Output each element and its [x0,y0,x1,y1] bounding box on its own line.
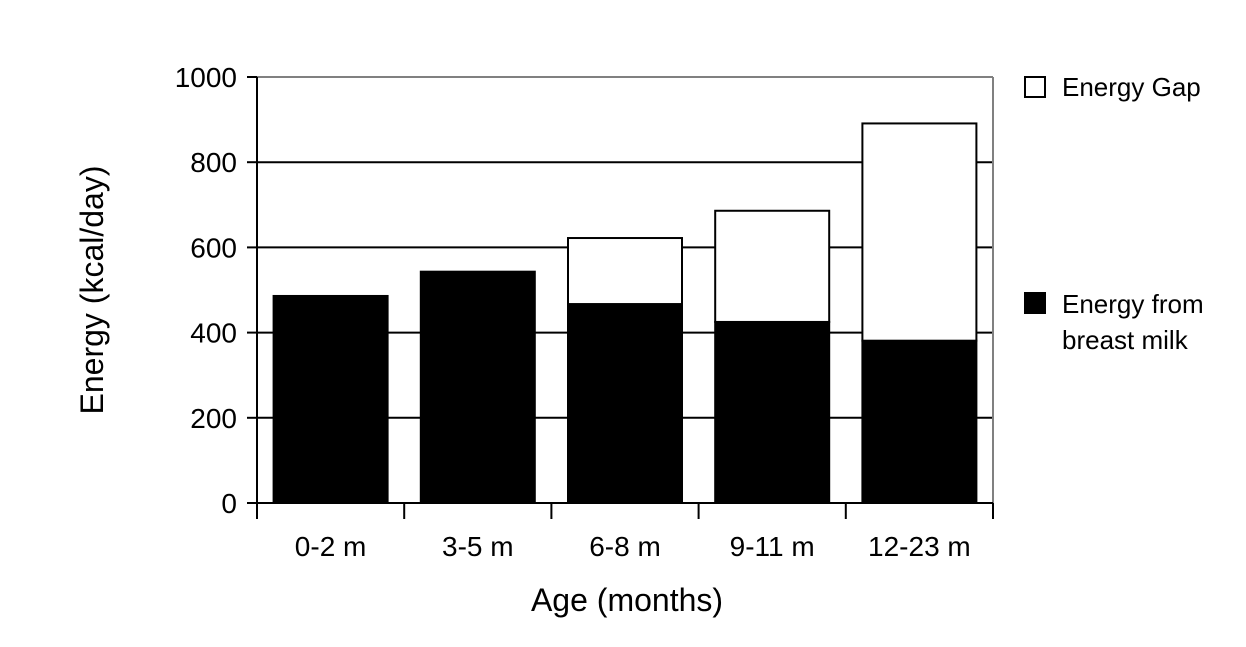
bar-energy-gap [567,237,683,306]
bars [272,122,978,505]
x-tick-label: 12-23 m [868,531,971,562]
bar-breast-milk [861,339,978,504]
x-axis-ticks: 0-2 m 3-5 m 6-8 m 9-11 m 12-23 m [256,503,994,562]
bar-breast-milk [567,303,683,505]
bar-energy-gap [861,122,978,342]
bar-breast-milk [272,294,389,504]
bar-breast-milk [714,320,831,505]
y-axis-title: Energy (kcal/day) [74,166,110,415]
x-tick-label: 6-8 m [589,531,661,562]
x-axis-title: Age (months) [531,582,723,618]
y-tick-label: 200 [190,403,237,434]
y-tick-label: 400 [190,318,237,349]
legend-label-breast-milk-line2: breast milk [1062,325,1189,355]
legend-label-breast-milk-line1: Energy from [1062,289,1204,319]
bar-breast-milk [419,270,536,504]
plot-frame [256,76,994,504]
legend: Energy Gap Energy from breast milk [1024,72,1204,355]
y-tick-label: 1000 [175,62,237,93]
legend-label-energy-gap: Energy Gap [1062,72,1201,102]
bar-energy-gap [714,209,831,323]
x-tick-label: 9-11 m [730,531,815,562]
y-tick-label: 600 [190,232,237,263]
legend-swatch-breast-milk [1024,292,1046,314]
legend-swatch-energy-gap [1024,76,1046,98]
y-tick-label: 0 [221,488,237,519]
y-axis-ticks: 0 200 400 600 800 1000 [175,62,257,519]
y-tick-label: 800 [190,147,237,178]
x-tick-label: 0-2 m [295,531,367,562]
x-tick-label: 3-5 m [442,531,514,562]
